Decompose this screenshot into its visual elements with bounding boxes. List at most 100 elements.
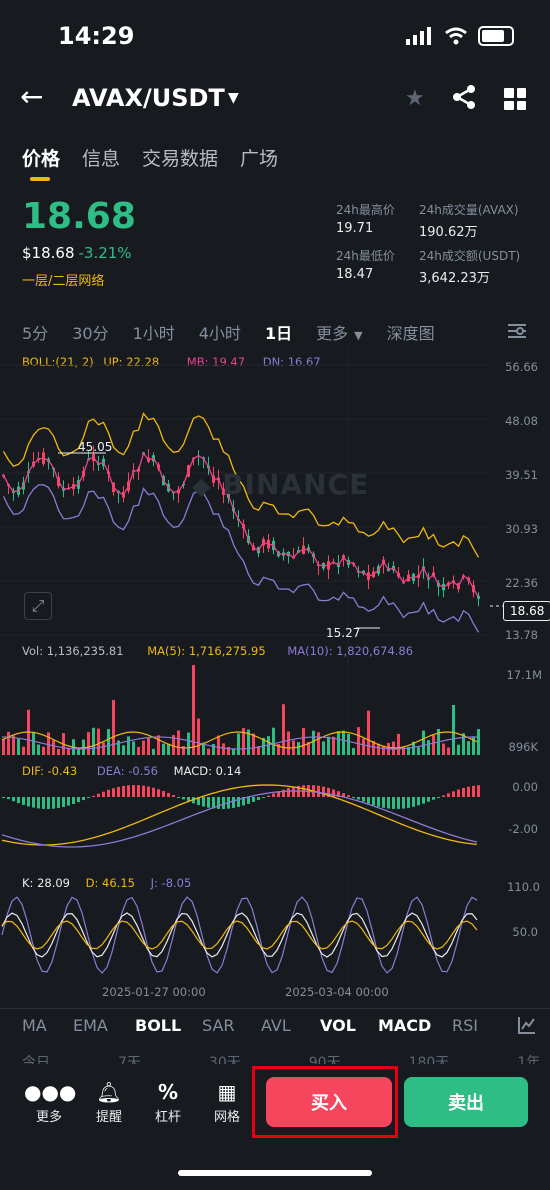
- macd-bar: [152, 787, 155, 797]
- macd-bar: [17, 797, 20, 804]
- ind-vol[interactable]: VOL: [320, 1016, 356, 1035]
- macd-bar: [432, 797, 435, 800]
- ind-ma[interactable]: MA: [22, 1016, 47, 1035]
- caret-down-icon: ▼: [354, 329, 363, 342]
- tf-30m[interactable]: 30分: [72, 324, 109, 343]
- low-label: 24h最低价: [336, 249, 395, 263]
- category-tag[interactable]: 一层/二层网络: [22, 274, 105, 289]
- back-arrow-icon[interactable]: ←: [20, 80, 44, 113]
- volume-bar: [142, 740, 145, 755]
- alert-button[interactable]: 🔔︎ 提醒: [84, 1078, 134, 1125]
- grid-button[interactable]: ▦ 网格: [202, 1078, 252, 1125]
- tab-trade-data[interactable]: 交易数据: [142, 148, 219, 170]
- macd-bar: [327, 787, 330, 797]
- volume-bar: [132, 741, 135, 755]
- volume-bar: [162, 743, 165, 755]
- volume-bar: [52, 740, 55, 755]
- indicator-settings-icon[interactable]: [517, 1015, 537, 1035]
- macd-bar: [182, 797, 185, 800]
- kdj-k: K: 28.09: [22, 876, 70, 890]
- more-button[interactable]: ●●● 更多: [24, 1078, 76, 1125]
- volume-bar: [247, 729, 250, 755]
- period-item[interactable]: 1年: [517, 1055, 541, 1064]
- macd-bar: [122, 785, 125, 797]
- volume-bar: [57, 748, 60, 755]
- leverage-button[interactable]: % 杠杆: [143, 1078, 193, 1125]
- volume-bar: [222, 743, 225, 755]
- volume-bar: [447, 747, 450, 755]
- volume-bar: [472, 736, 475, 755]
- caret-down-icon[interactable]: ▼: [228, 90, 239, 106]
- macd-bar: [407, 797, 410, 808]
- period-item[interactable]: 30天: [208, 1055, 241, 1064]
- volume-bar: [172, 735, 175, 755]
- ind-ema[interactable]: EMA: [73, 1016, 108, 1035]
- macd-bar: [217, 797, 220, 809]
- buy-button[interactable]: 买入: [266, 1077, 392, 1127]
- tab-price[interactable]: 价格: [22, 148, 61, 170]
- fullscreen-icon[interactable]: ⤢: [24, 592, 52, 620]
- macd-bar: [287, 788, 290, 797]
- macd-bar: [462, 787, 465, 797]
- macd-bar: [332, 789, 335, 797]
- tf-1h[interactable]: 1小时: [132, 324, 175, 343]
- volume-bar: [362, 738, 365, 755]
- sell-button[interactable]: 卖出: [404, 1077, 528, 1127]
- macd-bar: [117, 786, 120, 797]
- ind-rsi[interactable]: RSI: [452, 1016, 478, 1035]
- volume-bar: [367, 710, 370, 755]
- macd-bar: [62, 797, 65, 807]
- tf-more[interactable]: 更多 ▼: [316, 320, 362, 344]
- grid-bot-icon: ▦: [217, 1080, 237, 1104]
- favorite-star-icon[interactable]: ★: [405, 86, 425, 111]
- macd-bar: [207, 797, 210, 808]
- volume-bar: [302, 728, 305, 755]
- macd-bar: [412, 797, 415, 807]
- period-item[interactable]: 90天: [308, 1055, 341, 1064]
- volume-bar: [337, 731, 340, 755]
- bell-icon: 🔔︎: [96, 1080, 122, 1104]
- grid-menu-icon[interactable]: [504, 88, 526, 110]
- tab-info[interactable]: 信息: [82, 148, 121, 170]
- volume-bar: [272, 727, 275, 755]
- macd-bar: [317, 785, 320, 797]
- volume-bar: [307, 742, 310, 755]
- status-icons: [406, 26, 514, 46]
- vol-ma5-line: [1, 731, 478, 749]
- period-item[interactable]: 今日: [22, 1055, 50, 1064]
- ind-sar[interactable]: SAR: [202, 1016, 235, 1035]
- tab-square[interactable]: 广场: [240, 148, 279, 170]
- pair-title[interactable]: AVAX/USDT: [72, 84, 225, 112]
- volume-bar: [267, 736, 270, 755]
- macd-bar: [32, 797, 35, 808]
- volume-bar: [317, 732, 320, 755]
- percent-icon: %: [157, 1080, 179, 1104]
- chart-settings-icon[interactable]: [506, 322, 528, 340]
- macd-bar: [232, 797, 235, 808]
- kline-chart[interactable]: [0, 345, 550, 1005]
- share-icon[interactable]: [452, 84, 476, 110]
- tf-more-label: 更多: [316, 324, 349, 343]
- period-item[interactable]: 7天: [118, 1055, 141, 1064]
- volume-bar: [152, 748, 155, 755]
- usd-price: $18.68: [22, 244, 75, 262]
- tf-depth[interactable]: 深度图: [386, 324, 435, 343]
- macd-bar: [397, 797, 400, 809]
- macd-bar: [382, 797, 385, 808]
- ind-avl[interactable]: AVL: [261, 1016, 291, 1035]
- macd-bar: [387, 797, 390, 809]
- macd-bar: [132, 785, 135, 797]
- axis-price-4: 30.93: [505, 522, 538, 536]
- tf-1d[interactable]: 1日: [264, 324, 293, 343]
- ind-boll[interactable]: BOLL: [135, 1016, 182, 1035]
- volume-bar: [47, 732, 50, 755]
- ind-macd[interactable]: MACD: [378, 1016, 432, 1035]
- tf-4h[interactable]: 4小时: [198, 324, 241, 343]
- macd-bar: [362, 797, 365, 802]
- period-item[interactable]: 180天: [408, 1055, 450, 1064]
- macd-axis-top: 0.00: [512, 780, 538, 794]
- low-value: 18.47: [336, 267, 374, 282]
- volume-bar: [87, 732, 90, 755]
- axis-price-6: 13.78: [505, 628, 538, 642]
- tf-5m[interactable]: 5分: [22, 324, 49, 343]
